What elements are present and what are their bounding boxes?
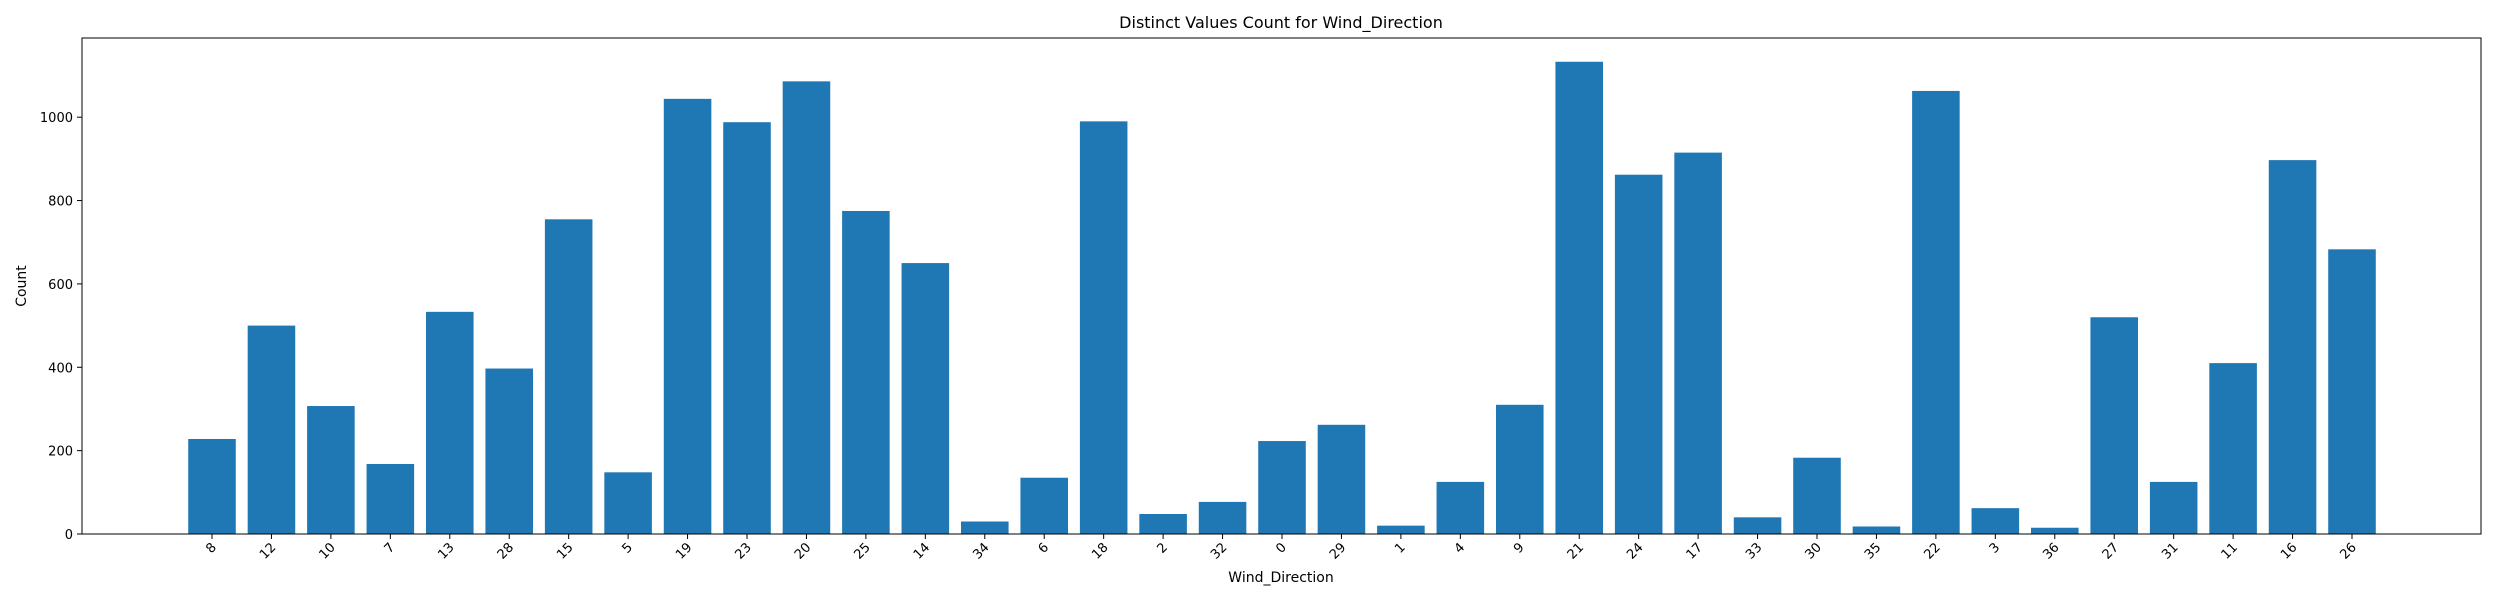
bar-9 — [1496, 404, 1544, 534]
bar-1 — [1377, 525, 1425, 534]
bar-13 — [426, 311, 474, 534]
x-tick-label: 33 — [1743, 540, 1765, 562]
bar-16 — [2268, 160, 2317, 534]
bar-11 — [2209, 363, 2257, 534]
bar-3 — [1971, 508, 2020, 534]
plot-frame — [81, 37, 2482, 535]
x-tick-label: 34 — [970, 540, 992, 562]
y-tick-label: 800 — [48, 195, 73, 210]
x-tick-label: 28 — [495, 540, 517, 562]
bar-2 — [1139, 513, 1187, 534]
x-tick-label: 26 — [2338, 540, 2360, 562]
x-axis-ticks: 8 12 10 7 13 28 15 5 19 23 20 25 14 34 6 18 2 32 0 29 1 4 9 21 2… — [203, 534, 2360, 563]
x-tick-label: 3 — [1987, 540, 2003, 556]
bar-32 — [1198, 501, 1247, 534]
x-axis-label: Wind_Direction — [1228, 570, 1333, 586]
bar-26 — [2328, 249, 2376, 534]
bar-36 — [2031, 527, 2079, 534]
x-tick-label: 11 — [2219, 540, 2241, 562]
bar-33 — [1733, 517, 1782, 534]
x-tick-label: 2 — [1154, 540, 1170, 556]
bar-28 — [485, 368, 533, 534]
x-tick-label: 8 — [203, 540, 219, 556]
y-tick-label: 0 — [65, 528, 73, 543]
bars-group — [188, 61, 2376, 535]
x-tick-label: 23 — [733, 540, 755, 562]
bar-12 — [247, 325, 296, 534]
x-tick-label: 30 — [1803, 540, 1825, 562]
x-tick-label: 9 — [1511, 540, 1527, 556]
y-axis-label: Count — [14, 265, 30, 307]
x-tick-label: 31 — [2159, 540, 2181, 562]
bar-7 — [366, 463, 415, 534]
x-tick-label: 13 — [435, 540, 457, 562]
x-tick-label: 16 — [2278, 540, 2300, 562]
bar-31 — [2149, 481, 2198, 534]
x-tick-label: 36 — [2040, 540, 2062, 562]
bar-0 — [1258, 441, 1306, 534]
x-tick-label: 22 — [1921, 540, 1943, 562]
x-tick-label: 27 — [2100, 540, 2122, 562]
y-tick-label: 1000 — [40, 111, 73, 126]
x-tick-label: 35 — [1862, 540, 1884, 562]
x-tick-label: 24 — [1624, 540, 1646, 562]
x-tick-label: 20 — [792, 540, 814, 562]
bar-34 — [961, 521, 1009, 534]
x-tick-label: 29 — [1327, 540, 1349, 562]
y-axis-ticks: 0 200 400 600 800 1000 — [40, 111, 82, 543]
bar-22 — [1912, 90, 1960, 535]
x-tick-label: 32 — [1208, 540, 1230, 562]
x-tick-label: 6 — [1036, 540, 1052, 556]
x-tick-label: 0 — [1273, 540, 1289, 556]
x-tick-label: 4 — [1452, 540, 1468, 556]
x-tick-label: 14 — [911, 540, 933, 562]
bar-20 — [782, 81, 831, 534]
y-tick-label: 200 — [48, 445, 73, 460]
chart-title: Distinct Values Count for Wind_Direction — [1119, 13, 1443, 33]
bar-24 — [1614, 174, 1663, 534]
x-tick-label: 17 — [1684, 540, 1706, 562]
x-tick-label: 19 — [673, 540, 695, 562]
x-tick-label: 5 — [619, 540, 635, 556]
bar-18 — [1079, 121, 1128, 535]
bar-21 — [1555, 61, 1603, 534]
bar-6 — [1020, 477, 1068, 534]
bar-10 — [307, 406, 355, 534]
bar-35 — [1852, 526, 1901, 534]
bar-30 — [1793, 457, 1841, 534]
y-tick-label: 600 — [48, 278, 73, 293]
x-tick-label: 12 — [257, 540, 279, 562]
x-tick-label: 21 — [1565, 540, 1587, 562]
x-tick-label: 15 — [554, 540, 576, 562]
x-tick-label: 18 — [1089, 540, 1111, 562]
x-tick-label: 7 — [382, 540, 398, 556]
bar-25 — [842, 210, 890, 534]
bar-23 — [723, 122, 771, 534]
bar-29 — [1317, 424, 1366, 534]
x-tick-label: 10 — [316, 540, 338, 562]
y-tick-label: 400 — [48, 361, 73, 376]
bar-19 — [663, 98, 712, 534]
bar-8 — [188, 438, 236, 534]
x-tick-label: 25 — [851, 540, 873, 562]
bar-17 — [1674, 152, 1722, 534]
bar-15 — [544, 219, 593, 534]
x-tick-label: 1 — [1392, 540, 1408, 556]
bar-4 — [1436, 481, 1485, 534]
bar-27 — [2090, 317, 2138, 534]
bar-5 — [604, 472, 652, 534]
bar-14 — [901, 263, 950, 534]
